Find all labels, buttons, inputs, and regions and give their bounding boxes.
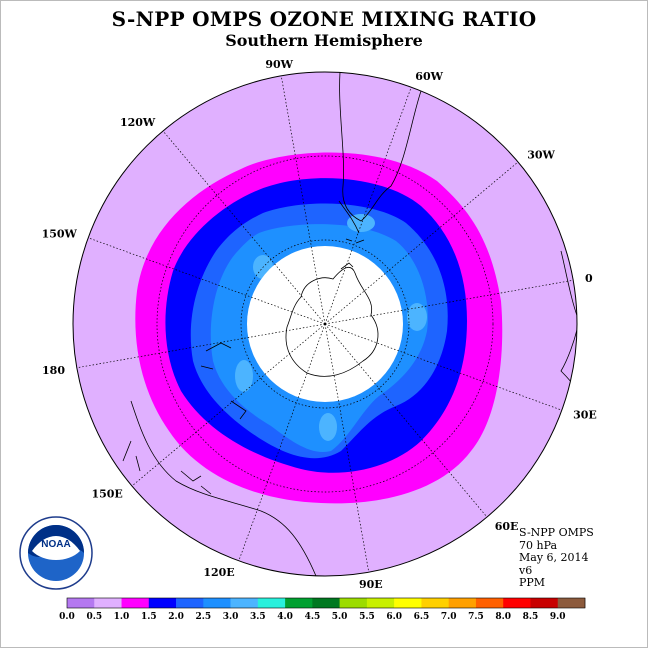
instrument-label: S-NPP OMPS bbox=[519, 526, 594, 539]
colorbar-cell bbox=[421, 598, 449, 608]
longitude-label: 90W bbox=[265, 58, 293, 71]
colorbar-tick-label: 7.0 bbox=[441, 612, 457, 622]
meridian-line bbox=[324, 161, 519, 325]
longitude-label: 30E bbox=[573, 408, 597, 421]
ozone-patch bbox=[407, 303, 427, 331]
longitude-label: 180 bbox=[42, 364, 65, 377]
colorbar-cell bbox=[503, 598, 531, 608]
colorbar-cell bbox=[366, 598, 395, 608]
noaa-logo: NOAA bbox=[19, 516, 93, 590]
colorbar-tick-label: 4.5 bbox=[305, 612, 321, 622]
globe-outline bbox=[72, 71, 578, 577]
colorbar-tick-label: 8.5 bbox=[523, 612, 539, 622]
colorbar-cell bbox=[203, 598, 231, 608]
meridian-line bbox=[76, 323, 326, 369]
units-label: PPM bbox=[519, 576, 546, 590]
longitude-label: 120E bbox=[203, 566, 234, 579]
colorbar-tick-label: 0.5 bbox=[86, 612, 102, 622]
meridian-line bbox=[324, 323, 370, 573]
meridian-line bbox=[162, 130, 326, 325]
colorbar-tick-label: 3.0 bbox=[223, 612, 239, 622]
colorbar-tick-label: 3.5 bbox=[250, 612, 266, 622]
colorbar-cell bbox=[530, 598, 559, 608]
colorbar: 0.0 0.5 1.0 1.5 2.0 2.5 3.0 3.5 4.0 4.5 5.0 5.5 6.0 6… bbox=[59, 597, 586, 622]
colorbar-tick-label: 2.5 bbox=[195, 612, 211, 622]
page-subtitle: Southern Hemisphere bbox=[225, 31, 423, 50]
longitude-label: 90E bbox=[359, 578, 383, 591]
info-block: S-NPP OMPS 70 hPa May 6, 2014 v6 PPM bbox=[519, 526, 594, 590]
colorbar-frame bbox=[66, 597, 586, 609]
colorbar-cell bbox=[285, 598, 313, 608]
longitude-label: 0 bbox=[585, 272, 593, 285]
colorbar-cell bbox=[67, 598, 95, 608]
meridian-line bbox=[324, 87, 412, 325]
version-label: v6 bbox=[519, 563, 533, 577]
colorbar-tick-label: 9.0 bbox=[550, 612, 566, 622]
latitude-circle bbox=[156, 155, 494, 493]
meridian-line bbox=[88, 237, 326, 325]
colorbar-cell bbox=[557, 598, 586, 608]
colorbar-cell bbox=[339, 598, 368, 608]
colorbar-tick-label: 6.0 bbox=[386, 612, 402, 622]
date-label: May 6, 2014 bbox=[519, 551, 589, 565]
colorbar-cell bbox=[394, 598, 422, 608]
pressure-level: 70 hPa bbox=[519, 538, 558, 552]
meridian-line bbox=[324, 323, 488, 518]
colorbar-tick-label: 0.0 bbox=[59, 612, 75, 622]
meridian-line bbox=[324, 323, 562, 411]
antarctica-coast bbox=[285, 262, 379, 377]
colorbar-cell bbox=[94, 598, 122, 608]
ozone-patch bbox=[235, 360, 253, 392]
ozone-patch bbox=[347, 214, 375, 232]
colorbar-cell bbox=[121, 598, 150, 608]
latitude-circle bbox=[240, 239, 410, 409]
colorbar-tick-label: 6.5 bbox=[414, 612, 430, 622]
longitude-label: 60E bbox=[495, 520, 519, 533]
colorbar-tick-label: 1.0 bbox=[114, 612, 130, 622]
ozone-patch bbox=[319, 413, 337, 441]
graticule bbox=[76, 75, 574, 573]
longitude-label: 30W bbox=[527, 148, 555, 161]
longitude-label: 120W bbox=[120, 116, 156, 129]
meridian-line bbox=[324, 279, 574, 325]
colorbar-cell bbox=[176, 598, 204, 608]
noaa-logo-text: NOAA bbox=[41, 539, 70, 550]
longitude-label: 150W bbox=[42, 228, 78, 241]
longitude-labels: 90W 60W 30W 0 30E 60E 90E 120E 150E 180 150W 120W bbox=[42, 58, 597, 591]
colorbar-tick-label: 5.0 bbox=[332, 612, 348, 622]
colorbar-cell bbox=[475, 598, 504, 608]
colorbar-cell bbox=[230, 598, 259, 608]
colorbar-tick-label: 5.5 bbox=[359, 612, 375, 622]
longitude-label: 60W bbox=[415, 70, 443, 83]
longitude-label: 150E bbox=[91, 488, 122, 501]
meridian-line bbox=[131, 323, 326, 487]
colorbar-tick-label: 1.5 bbox=[141, 612, 157, 622]
colorbar-cell bbox=[257, 598, 286, 608]
colorbar-cell bbox=[148, 598, 177, 608]
colorbar-tick-label: 8.0 bbox=[495, 612, 511, 622]
colorbar-cell bbox=[312, 598, 340, 608]
page-title: S-NPP OMPS OZONE MIXING RATIO bbox=[111, 7, 537, 31]
colorbar-tick-label: 2.0 bbox=[168, 612, 184, 622]
colorbar-cell bbox=[448, 598, 477, 608]
colorbar-tick-label: 7.5 bbox=[468, 612, 484, 622]
meridian-line bbox=[238, 323, 326, 561]
meridian-line bbox=[280, 75, 326, 325]
colorbar-tick-label: 4.0 bbox=[277, 612, 293, 622]
